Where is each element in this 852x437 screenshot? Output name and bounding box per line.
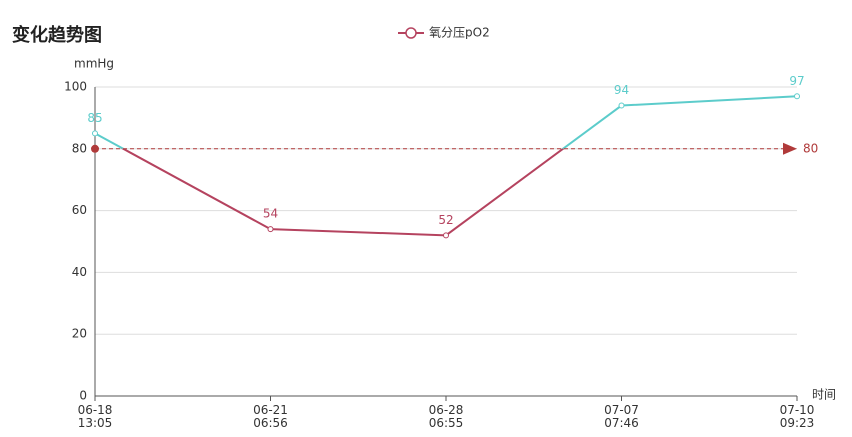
x-tick-label: 07-07 07:46 bbox=[604, 403, 639, 430]
data-point bbox=[92, 130, 98, 137]
data-label: 52 bbox=[438, 213, 453, 227]
mark-line-label: 80 bbox=[803, 141, 818, 155]
series-line-above bbox=[94, 95, 798, 149]
data-label: 85 bbox=[87, 111, 102, 125]
data-label: 54 bbox=[263, 207, 278, 221]
y-tick-label: 80 bbox=[72, 141, 87, 155]
legend: 氧分压pO2 bbox=[398, 26, 490, 40]
x-tick-label: 07-10 09:23 bbox=[779, 403, 815, 430]
legend-icon bbox=[405, 27, 417, 39]
x-axis-label: 时间 bbox=[812, 388, 836, 402]
data-point bbox=[267, 226, 274, 233]
data-point bbox=[618, 102, 625, 109]
x-tick-label: 06-21 06:56 bbox=[253, 403, 288, 430]
mark-line-start bbox=[91, 144, 99, 153]
data-label: 97 bbox=[789, 74, 804, 88]
chart-title: 变化趋势图 bbox=[12, 24, 102, 46]
data-label: 94 bbox=[614, 83, 629, 97]
data-point bbox=[443, 232, 449, 239]
x-tick-label: 06-18 13:05 bbox=[77, 403, 113, 430]
y-tick-label: 60 bbox=[72, 203, 87, 217]
y-tick-label: 0 bbox=[79, 389, 87, 403]
y-tick-label: 100 bbox=[64, 80, 87, 94]
y-tick-label: 20 bbox=[72, 327, 87, 341]
x-tick-label: 06-28 06:55 bbox=[428, 403, 464, 430]
y-tick-label: 40 bbox=[72, 265, 87, 279]
data-point bbox=[794, 93, 800, 100]
mark-line-arrow bbox=[783, 142, 797, 155]
y-axis-label: mmHg bbox=[74, 57, 114, 71]
legend-label: 氧分压pO2 bbox=[429, 26, 490, 40]
